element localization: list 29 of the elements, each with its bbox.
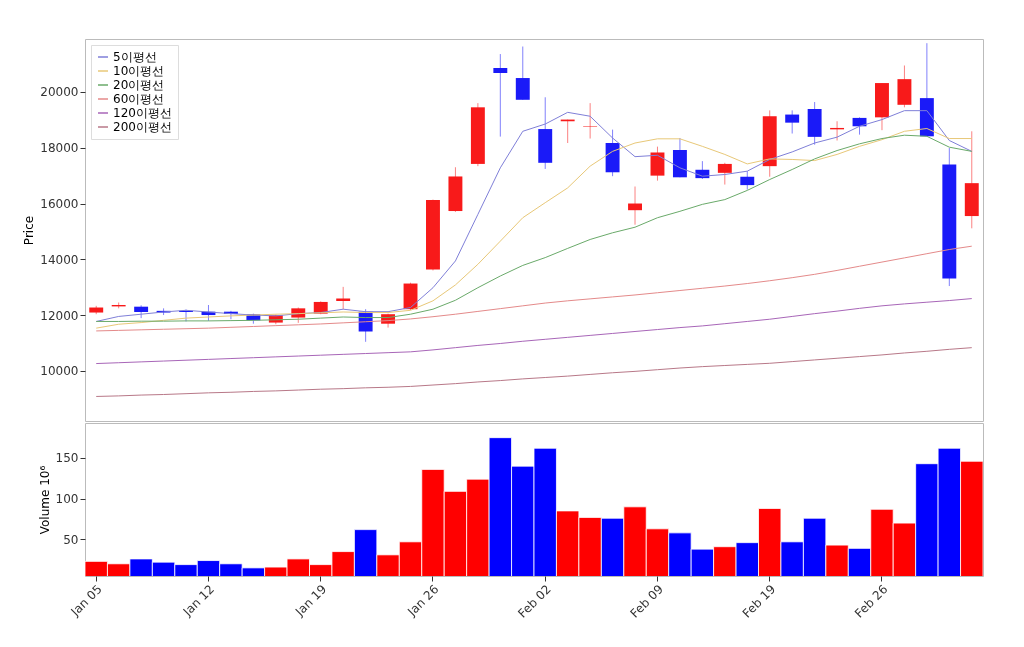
candlestick — [134, 304, 149, 319]
x-tick-label: Feb 19 — [739, 582, 779, 621]
y-axis-title: Price — [22, 215, 37, 246]
y-tick-label: 14000 — [40, 252, 79, 267]
line-series — [95, 298, 973, 365]
y-tick-label: 16000 — [40, 197, 79, 212]
x-tick-label: Feb 26 — [852, 582, 891, 621]
x-tick-label: Jan 26 — [404, 582, 442, 620]
legend-label: 10이평선 — [113, 64, 165, 78]
legend-label: 120이평선 — [113, 106, 172, 120]
y-tick-label: 18000 — [40, 141, 79, 156]
line-series — [95, 347, 973, 397]
y-tick-label: 50 — [63, 532, 79, 547]
legend-label: 5이평선 — [113, 50, 157, 64]
y-tick-label: 150 — [55, 451, 79, 466]
legend-label: 200이평선 — [113, 120, 172, 134]
x-tick-label: Jan 12 — [179, 582, 217, 620]
x-tick-label: Jan 05 — [67, 582, 105, 620]
y-tick-label: 12000 — [40, 308, 79, 323]
y-tick-label: 100 — [55, 492, 79, 507]
x-tick-label: Feb 09 — [627, 582, 666, 621]
legend-label: 60이평선 — [113, 92, 165, 106]
legend-label: 20이평선 — [113, 78, 165, 92]
y-axis-title: Volume 10⁶ — [37, 465, 52, 535]
line-series — [95, 245, 973, 332]
x-tick-label: Jan 19 — [292, 582, 330, 620]
x-tick-label: Feb 02 — [515, 582, 554, 621]
y-tick-label: 10000 — [40, 364, 79, 379]
y-tick-label: 20000 — [40, 85, 79, 100]
